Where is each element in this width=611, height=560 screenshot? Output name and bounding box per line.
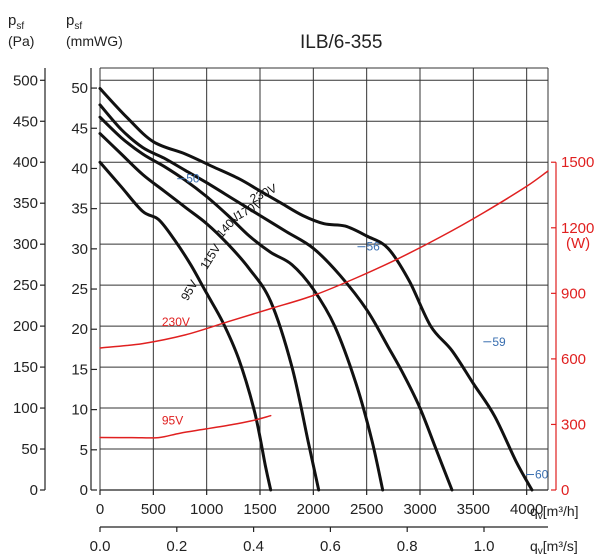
y-tick-label-power: 1200 [561, 220, 594, 237]
y-tick-label-pa: 100 [13, 400, 38, 417]
x-tick-label-m3s: 0.8 [397, 538, 418, 555]
power-curve-230v [99, 170, 549, 349]
x-tick-label-m3h: 3500 [457, 501, 490, 518]
x-tick-label-m3h: 2500 [350, 501, 383, 518]
x-tick-label-m3s: 0.4 [243, 538, 264, 555]
y-tick-label-mmwg: 35 [71, 201, 88, 218]
y-tick-label-power: 0 [561, 482, 569, 499]
efficiency-label: 56 [366, 240, 380, 254]
pressure-curve-170v [98, 103, 454, 492]
y-tick-label-mmwg: 25 [71, 281, 88, 298]
performance-curves [98, 86, 549, 492]
x-tick-label-m3s: 0.2 [166, 538, 187, 555]
power-curve-label: 230V [162, 315, 190, 329]
pressure-curve-230v [98, 86, 534, 492]
x-tick-label-m3h: 4000 [510, 501, 543, 518]
y-tick-label-pa: 250 [13, 277, 38, 294]
power-curve-label: 95V [162, 413, 183, 427]
pressure-curve-95v [98, 160, 273, 492]
pressure-curve-115v [98, 132, 321, 492]
y-tick-label-power: 900 [561, 285, 586, 302]
pressure-curve-label: 95V [178, 278, 201, 303]
x-axis-m3h-label: qv[m³/h] [530, 503, 579, 522]
y-axis-mmwg-unit: (mmWG) [66, 33, 123, 49]
x-tick-label-m3h: 2000 [297, 501, 330, 518]
y-tick-label-power: 600 [561, 351, 586, 368]
x-tick-label-m3h: 3000 [403, 501, 436, 518]
y-tick-label-mmwg: 30 [71, 241, 88, 258]
y-tick-label-power: 300 [561, 416, 586, 433]
y-tick-label-mmwg: 0 [80, 482, 88, 499]
y-tick-label-pa: 500 [13, 72, 38, 89]
x-tick-label-m3h: 1000 [190, 501, 223, 518]
y-tick-label-pa: 350 [13, 195, 38, 212]
chart-title: ILB/6-355 [300, 32, 382, 53]
y-tick-label-mmwg: 20 [71, 321, 88, 338]
y-axis-mmwg-label: psf [66, 12, 82, 32]
y-axis-pa-label: psf [8, 12, 24, 32]
y-tick-label-pa: 50 [21, 441, 38, 458]
x-axis-m3s-label: qv[m³/s] [530, 538, 578, 557]
pressure-curve-label: 115V [197, 242, 223, 272]
x-tick-label-m3s: 0.6 [320, 538, 341, 555]
y-tick-label-mmwg: 45 [71, 120, 88, 137]
efficiency-label: 60 [535, 468, 549, 482]
y-axis-power-unit: (W) [566, 235, 590, 252]
x-tick-label-m3h: 1500 [243, 501, 276, 518]
pressure-curve-140v [98, 115, 385, 492]
y-axis-pa-unit: (Pa) [8, 33, 34, 49]
y-tick-label-pa: 400 [13, 154, 38, 171]
y-tick-label-pa: 0 [30, 482, 38, 499]
x-tick-label-m3s: 0.0 [90, 538, 111, 555]
power-curve-95v [99, 414, 272, 439]
efficiency-label: 59 [492, 335, 506, 349]
y-tick-label-pa: 150 [13, 359, 38, 376]
x-tick-label-m3h: 500 [141, 501, 166, 518]
axes: 0501001502002503003504004505000510152025… [13, 68, 594, 555]
efficiency-label: 50 [186, 172, 200, 186]
y-tick-label-mmwg: 10 [71, 402, 88, 419]
x-tick-label-m3h: 0 [96, 501, 104, 518]
y-tick-label-mmwg: 15 [71, 361, 88, 378]
y-tick-label-mmwg: 5 [80, 442, 88, 459]
y-tick-label-mmwg: 50 [71, 80, 88, 97]
y-tick-label-pa: 300 [13, 236, 38, 253]
y-tick-label-pa: 450 [13, 113, 38, 130]
y-tick-label-pa: 200 [13, 318, 38, 335]
y-tick-label-mmwg: 40 [71, 160, 88, 177]
x-tick-label-m3s: 1.0 [474, 538, 495, 555]
y-tick-label-power: 1500 [561, 154, 594, 171]
